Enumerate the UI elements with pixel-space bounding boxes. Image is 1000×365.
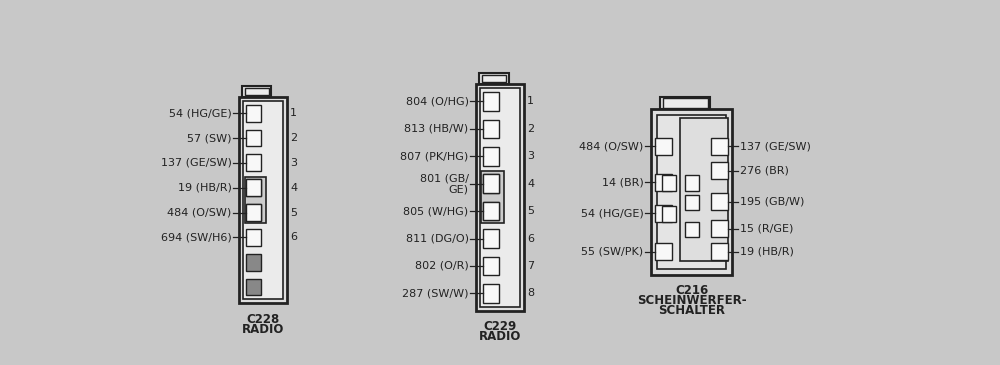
- Bar: [246, 229, 261, 246]
- Bar: [483, 229, 499, 248]
- Bar: [655, 205, 672, 222]
- Text: 4: 4: [527, 179, 534, 189]
- Bar: [239, 97, 287, 303]
- Text: 137 (GE/SW): 137 (GE/SW): [740, 141, 811, 151]
- Bar: [243, 101, 283, 299]
- Bar: [483, 284, 499, 303]
- Bar: [657, 115, 726, 269]
- Bar: [483, 202, 499, 220]
- Bar: [655, 174, 672, 191]
- Bar: [685, 176, 699, 191]
- Text: 287 (SW/W): 287 (SW/W): [402, 288, 469, 299]
- Text: 1: 1: [290, 108, 297, 118]
- Text: 1: 1: [527, 96, 534, 107]
- Text: 5: 5: [527, 206, 534, 216]
- Text: 55 (SW/PK): 55 (SW/PK): [581, 247, 643, 257]
- Bar: [483, 202, 499, 220]
- Text: 137 (GE/SW): 137 (GE/SW): [161, 158, 231, 168]
- Bar: [242, 86, 271, 97]
- Text: 801 (GB/
GE): 801 (GB/ GE): [420, 173, 469, 194]
- Bar: [480, 88, 520, 307]
- Text: 19 (HB/R): 19 (HB/R): [740, 247, 794, 257]
- Text: C229: C229: [484, 320, 517, 333]
- Bar: [479, 73, 509, 84]
- Bar: [711, 193, 728, 210]
- Bar: [246, 204, 261, 221]
- Bar: [662, 176, 676, 191]
- Text: 813 (HB/W): 813 (HB/W): [404, 124, 469, 134]
- Bar: [655, 138, 672, 155]
- Bar: [246, 204, 261, 221]
- Bar: [483, 257, 499, 275]
- Bar: [711, 243, 728, 260]
- Bar: [476, 84, 524, 311]
- Text: 6: 6: [290, 233, 297, 242]
- Bar: [246, 179, 261, 196]
- Text: 804 (O/HG): 804 (O/HG): [406, 96, 469, 107]
- Bar: [680, 119, 728, 261]
- Text: 484 (O/SW): 484 (O/SW): [579, 141, 643, 151]
- Text: 2: 2: [527, 124, 534, 134]
- Text: 2: 2: [290, 133, 297, 143]
- Text: 5: 5: [290, 208, 297, 218]
- Text: 802 (O/R): 802 (O/R): [415, 261, 469, 271]
- Bar: [245, 88, 269, 95]
- Text: 807 (PK/HG): 807 (PK/HG): [400, 151, 469, 161]
- Bar: [483, 92, 499, 111]
- Text: 805 (W/HG): 805 (W/HG): [403, 206, 469, 216]
- Bar: [246, 130, 261, 146]
- Text: 3: 3: [527, 151, 534, 161]
- Bar: [246, 179, 261, 196]
- Text: 14 (BR): 14 (BR): [602, 177, 643, 187]
- Bar: [483, 174, 499, 193]
- Text: SCHEINWERFER-: SCHEINWERFER-: [637, 294, 746, 307]
- Text: C216: C216: [675, 284, 708, 297]
- Bar: [660, 97, 710, 109]
- Bar: [246, 278, 261, 296]
- Text: 4: 4: [290, 183, 297, 193]
- Text: 811 (DG/O): 811 (DG/O): [406, 234, 469, 243]
- Bar: [685, 222, 699, 237]
- Text: C228: C228: [246, 312, 280, 326]
- Text: 195 (GB/W): 195 (GB/W): [740, 197, 804, 207]
- Text: 276 (BR): 276 (BR): [740, 166, 789, 176]
- Text: 6: 6: [527, 234, 534, 243]
- Text: 484 (O/SW): 484 (O/SW): [167, 208, 231, 218]
- Bar: [663, 99, 708, 108]
- Bar: [245, 177, 266, 223]
- Bar: [481, 172, 504, 223]
- Text: 54 (HG/GE): 54 (HG/GE): [581, 208, 643, 218]
- Text: 57 (SW): 57 (SW): [187, 133, 231, 143]
- Bar: [483, 174, 499, 193]
- Bar: [711, 162, 728, 179]
- Text: RADIO: RADIO: [242, 323, 284, 335]
- Text: RADIO: RADIO: [479, 330, 521, 343]
- Bar: [482, 74, 506, 82]
- Text: 7: 7: [527, 261, 534, 271]
- Text: 8: 8: [527, 288, 534, 299]
- Text: 19 (HB/R): 19 (HB/R): [178, 183, 231, 193]
- Bar: [711, 220, 728, 237]
- Bar: [662, 206, 676, 222]
- Text: SCHALTER: SCHALTER: [658, 304, 725, 317]
- Text: 54 (HG/GE): 54 (HG/GE): [169, 108, 231, 118]
- Bar: [246, 105, 261, 122]
- Bar: [685, 195, 699, 210]
- Bar: [483, 147, 499, 165]
- Bar: [651, 109, 732, 275]
- Bar: [246, 154, 261, 171]
- Bar: [483, 120, 499, 138]
- Text: 3: 3: [290, 158, 297, 168]
- Text: 15 (R/GE): 15 (R/GE): [740, 224, 793, 234]
- Bar: [246, 254, 261, 271]
- Bar: [711, 138, 728, 155]
- Text: 694 (SW/H6): 694 (SW/H6): [161, 233, 231, 242]
- Bar: [655, 243, 672, 260]
